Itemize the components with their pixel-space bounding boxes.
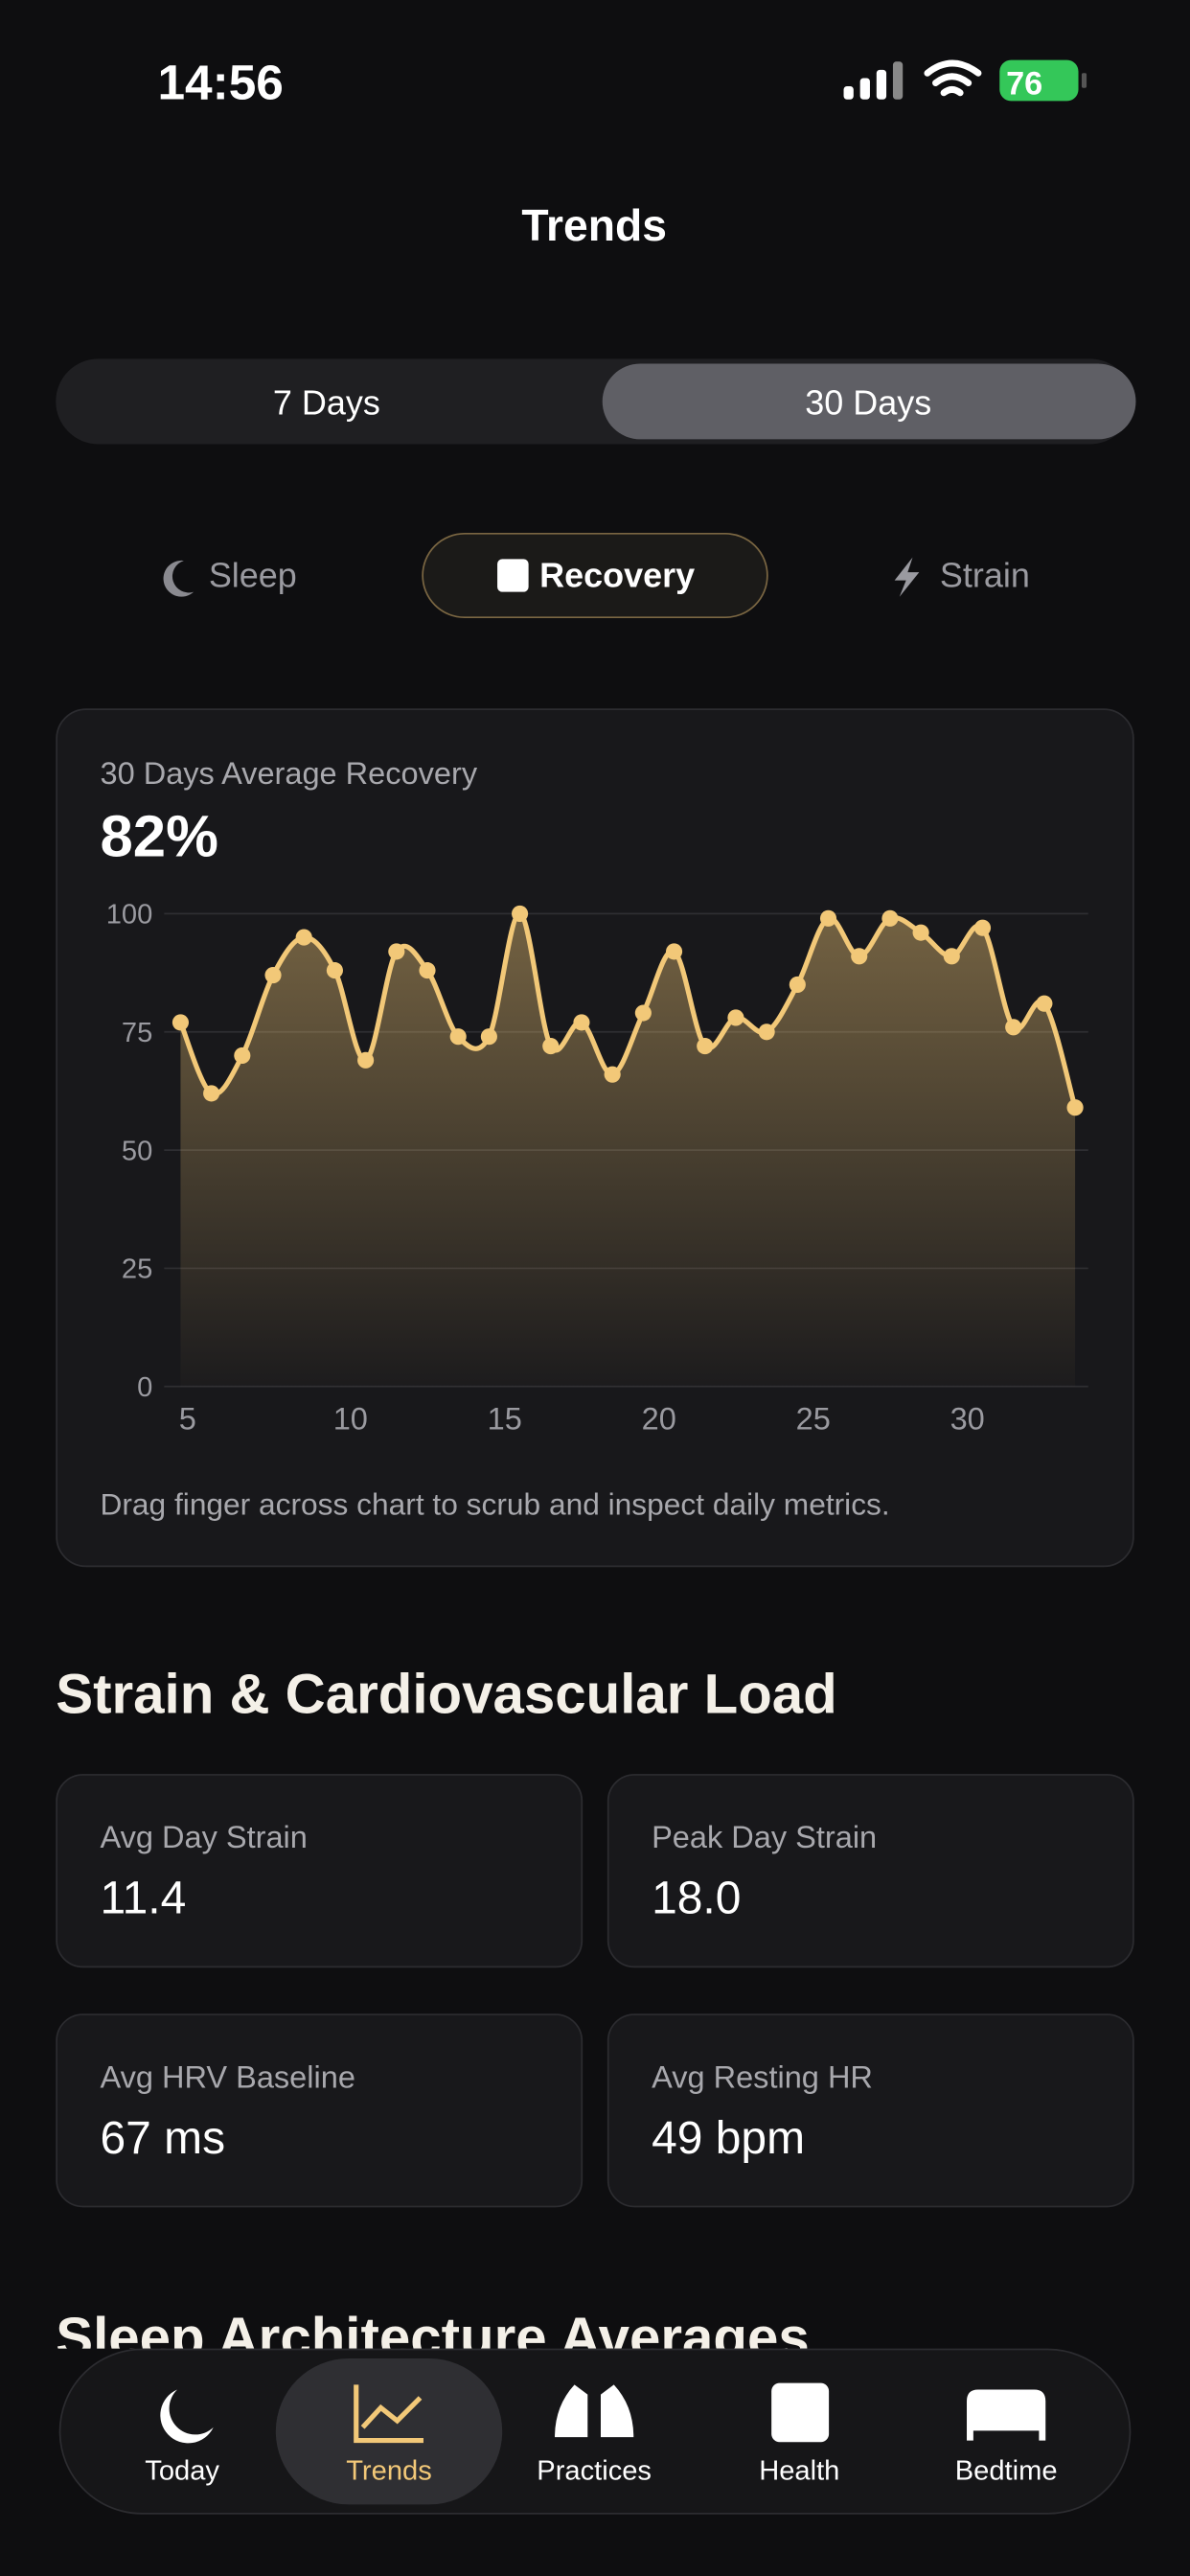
- nav-label[interactable]: Bedtime: [955, 2456, 1058, 2487]
- y-tick-label: 0: [137, 1372, 152, 1403]
- stat-card: [606, 1774, 1134, 1968]
- point: [357, 1051, 375, 1069]
- point: [480, 1028, 497, 1046]
- point: [973, 919, 992, 936]
- x-tick-label: 25: [796, 1401, 831, 1436]
- stat-label: Peak Day Strain: [652, 1820, 877, 1854]
- stat-label: Avg HRV Baseline: [100, 2059, 355, 2094]
- bolt-icon: [894, 557, 920, 597]
- toggle-option[interactable]: 7 Days: [273, 383, 380, 423]
- point: [326, 962, 343, 979]
- point: [573, 1014, 590, 1031]
- point: [851, 948, 868, 965]
- stat-label: Avg Resting HR: [652, 2059, 873, 2094]
- point: [295, 929, 312, 946]
- point: [604, 1066, 621, 1083]
- point: [697, 1037, 714, 1055]
- point: [1036, 995, 1053, 1012]
- point: [264, 966, 282, 984]
- toggle-option[interactable]: 30 Days: [805, 383, 931, 423]
- stat-label: Avg Day Strain: [100, 1820, 307, 1854]
- wifi-icon: [924, 59, 982, 97]
- y-tick-label: 25: [122, 1254, 152, 1285]
- point: [665, 943, 683, 960]
- point: [758, 1024, 775, 1041]
- point: [203, 1085, 220, 1102]
- stat-value: 11.4: [100, 1874, 186, 1924]
- nav-icon-bedtime: [967, 2389, 1046, 2441]
- signal-icon: [843, 61, 904, 100]
- point: [727, 1009, 744, 1026]
- stat-card: [606, 2013, 1134, 2208]
- x-tick-label: 15: [488, 1401, 522, 1436]
- area: [180, 913, 1076, 1387]
- y-tick-label: 100: [106, 900, 153, 931]
- moon-icon: [163, 560, 195, 597]
- point: [449, 1028, 467, 1046]
- clock: 14:56: [157, 55, 283, 110]
- nav-label[interactable]: Today: [145, 2456, 219, 2487]
- section-title: Strain & Cardiovascular Load: [56, 1664, 837, 1726]
- card-label: 30 Days Average Recovery: [100, 756, 477, 791]
- y-tick-label: 50: [122, 1136, 152, 1166]
- point: [388, 943, 405, 960]
- point: [419, 962, 436, 979]
- nav-icon-today: [160, 2389, 214, 2444]
- x-tick-label: 30: [950, 1401, 985, 1436]
- stat-value: 49 bpm: [652, 2113, 805, 2164]
- toggle-selected: [602, 363, 1136, 440]
- x-tick-label: 20: [642, 1401, 676, 1436]
- point: [234, 1046, 251, 1064]
- nav-selected: [275, 2358, 503, 2505]
- stat-card: [56, 2013, 584, 2208]
- battery-cap: [1081, 73, 1087, 88]
- stat-value: 18.0: [652, 1874, 741, 1924]
- battery-icon: [999, 59, 1079, 102]
- y-tick-label: 75: [122, 1018, 152, 1048]
- tab-selected: [422, 532, 768, 619]
- recovery-icon: [497, 559, 529, 592]
- nav-icon-health: [771, 2382, 830, 2443]
- tab-label[interactable]: Strain: [940, 556, 1030, 595]
- nav-label[interactable]: Practices: [537, 2456, 652, 2487]
- stat-card: [56, 1774, 584, 1968]
- x-tick-label: 10: [333, 1401, 368, 1436]
- tab-label[interactable]: Sleep: [209, 556, 297, 595]
- tab-label[interactable]: Recovery: [539, 556, 695, 595]
- point: [881, 909, 899, 927]
- nav-label[interactable]: Health: [759, 2456, 839, 2487]
- battery-level: 76: [1006, 66, 1042, 103]
- point: [1005, 1019, 1022, 1036]
- point: [789, 976, 806, 993]
- nav-icon-practices: [555, 2384, 634, 2438]
- x-tick-label: 5: [179, 1401, 196, 1436]
- point: [1066, 1099, 1084, 1116]
- point: [172, 1014, 190, 1031]
- card-hint: Drag finger across chart to scrub and in…: [100, 1486, 889, 1521]
- point: [634, 1004, 652, 1022]
- point: [819, 909, 837, 927]
- point: [912, 924, 929, 941]
- nav-label[interactable]: Trends: [346, 2456, 432, 2487]
- stat-value: 67 ms: [100, 2113, 225, 2164]
- nav-icon-trends: [354, 2384, 423, 2444]
- point: [542, 1037, 560, 1055]
- point: [943, 948, 960, 965]
- card-value: 82%: [100, 803, 217, 869]
- point: [512, 905, 529, 922]
- page-title: Trends: [521, 200, 667, 250]
